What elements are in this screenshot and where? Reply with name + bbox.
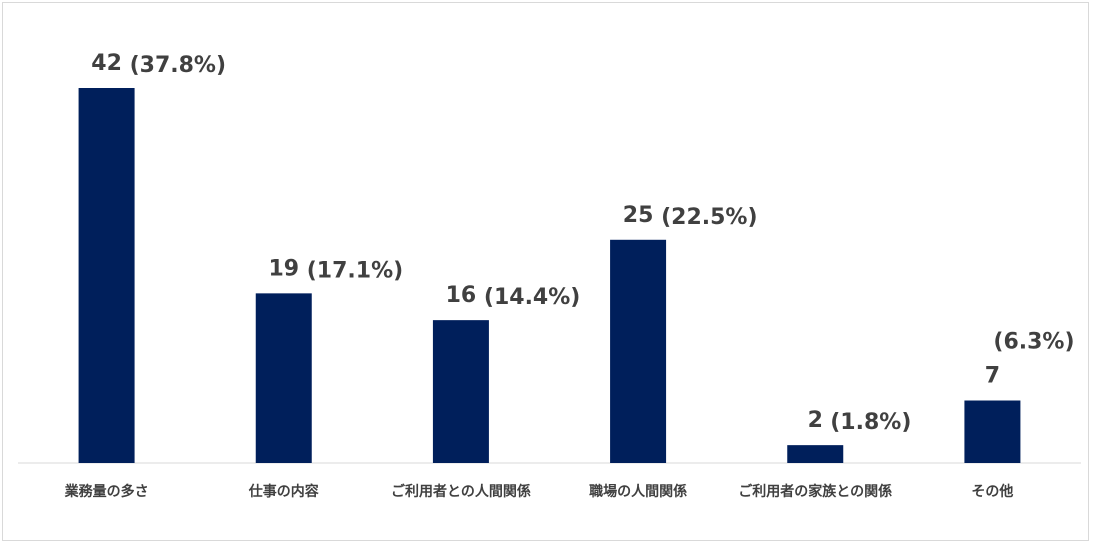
- value-label: 25: [623, 203, 654, 228]
- category-label: ご利用者との人間関係: [391, 483, 531, 500]
- bar: [964, 400, 1021, 463]
- value-label: 42: [91, 51, 122, 76]
- percent-label: (6.3%): [993, 330, 1074, 355]
- bar: [78, 88, 135, 463]
- percent-label: (37.8%): [130, 53, 226, 78]
- bar: [787, 445, 844, 463]
- percent-label: (14.4%): [484, 285, 580, 310]
- category-label: ご利用者の家族との関係: [738, 483, 892, 500]
- value-label: 2: [808, 408, 823, 433]
- value-label: 16: [446, 283, 477, 308]
- percent-label: (1.8%): [830, 410, 911, 435]
- category-label: 業務量の多さ: [64, 483, 149, 500]
- category-label: 仕事の内容: [248, 483, 319, 500]
- category-label: 職場の人間関係: [589, 483, 687, 500]
- bar-chart: 業務量の多さ 42 (37.8%) 仕事の内容 19 (17.1%) ご利用者との人間関係 1…: [18, 51, 1081, 500]
- value-label: 19: [268, 256, 299, 281]
- value-label: 7: [985, 364, 1000, 389]
- percent-label: (17.1%): [307, 258, 403, 283]
- bar: [432, 320, 489, 463]
- percent-label: (22.5%): [661, 205, 757, 230]
- bar: [610, 239, 667, 463]
- category-label: その他: [971, 483, 1013, 500]
- bar: [255, 293, 312, 463]
